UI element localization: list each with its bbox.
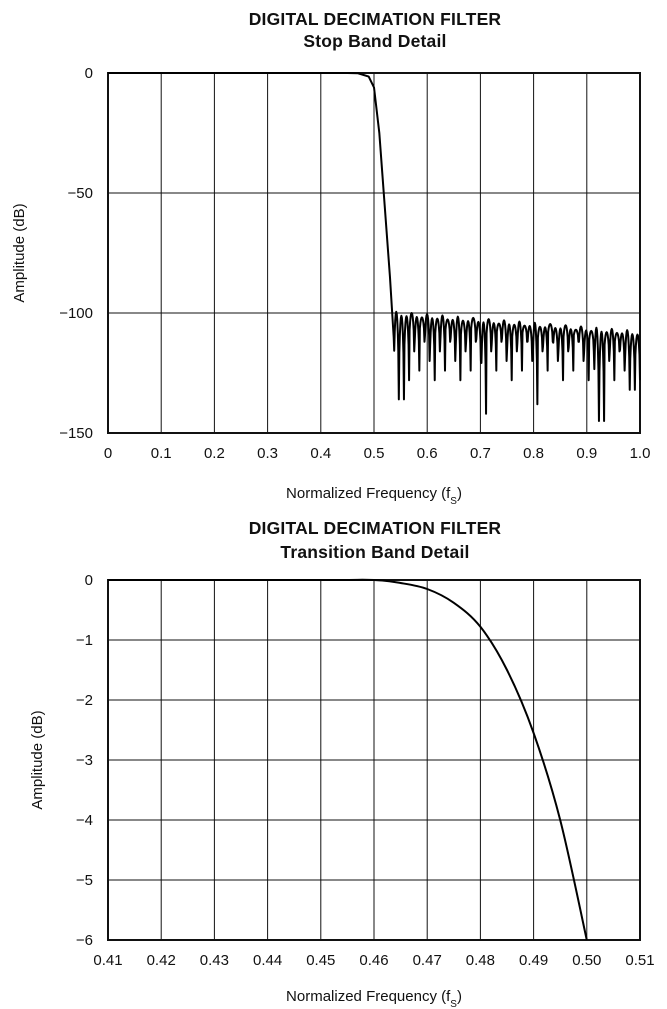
x-tick-label: 0.50 (572, 952, 601, 969)
y-axis-label: Amplitude (dB) (11, 203, 28, 302)
x-tick-label: 0.7 (470, 445, 491, 462)
x-axis-label-close: ) (457, 485, 462, 502)
stopband-chart-subtitle: Stop Band Detail (303, 31, 447, 51)
y-tick-label: −5 (76, 872, 93, 889)
x-axis-label: Normalized Frequency (fS) (286, 485, 462, 507)
x-tick-label: 1.0 (630, 445, 651, 462)
y-tick-label: −2 (76, 692, 93, 709)
stopband-chart: 0 0.1 0.2 0.3 0.4 0.5 0.6 0.7 0.8 0.9 1.0 0 −50 −100 −… (11, 65, 651, 507)
x-tick-label: 0.2 (204, 445, 225, 462)
x-tick-label: 0.4 (310, 445, 331, 462)
y-axis-label: Amplitude (dB) (29, 710, 46, 809)
transition-chart-subtitle: Transition Band Detail (280, 542, 470, 562)
x-axis-label-subscript: S (450, 496, 457, 507)
stopband-response-curve (108, 72, 641, 422)
x-tick-label: 0.41 (93, 952, 122, 969)
stopband-chart-title: DIGITAL DECIMATION FILTER (248, 9, 502, 29)
x-tick-label: 0.8 (523, 445, 544, 462)
x-tick-label: 0.9 (576, 445, 597, 462)
y-tick-label: −6 (76, 932, 93, 949)
y-tick-label: −1 (76, 632, 93, 649)
x-tick-label: 0.45 (306, 952, 335, 969)
y-tick-label: −4 (76, 812, 93, 829)
x-tick-label: 0.46 (359, 952, 388, 969)
x-tick-label: 0.49 (519, 952, 548, 969)
y-tick-label: 0 (85, 572, 93, 589)
transition-response-curve (108, 578, 588, 941)
x-tick-label: 0.48 (466, 952, 495, 969)
x-tick-label: 0.44 (253, 952, 282, 969)
y-tick-label: −150 (59, 425, 93, 442)
x-tick-label: 0.1 (151, 445, 172, 462)
plot-frame (107, 72, 641, 434)
transition-chart-title: DIGITAL DECIMATION FILTER (248, 518, 502, 538)
y-tick-label: −3 (76, 752, 93, 769)
x-tick-label: 0.51 (625, 952, 654, 969)
x-tick-label: 0.6 (417, 445, 438, 462)
x-tick-label: 0.3 (257, 445, 278, 462)
x-axis-label-text: Normalized Frequency (f (286, 988, 451, 1005)
x-axis-label-subscript: S (450, 999, 457, 1009)
x-tick-label: 0.43 (200, 952, 229, 969)
x-tick-label: 0.42 (147, 952, 176, 969)
x-tick-label: 0.47 (413, 952, 442, 969)
y-tick-label: −100 (59, 305, 93, 322)
x-axis-label: Normalized Frequency (fS) (286, 988, 462, 1009)
x-axis-label-text: Normalized Frequency (f (286, 485, 451, 502)
x-tick-label: 0.5 (364, 445, 385, 462)
y-tick-label: −50 (68, 185, 93, 202)
x-axis-label-close: ) (457, 988, 462, 1005)
x-tick-label: 0 (104, 445, 112, 462)
y-tick-label: 0 (85, 65, 93, 82)
